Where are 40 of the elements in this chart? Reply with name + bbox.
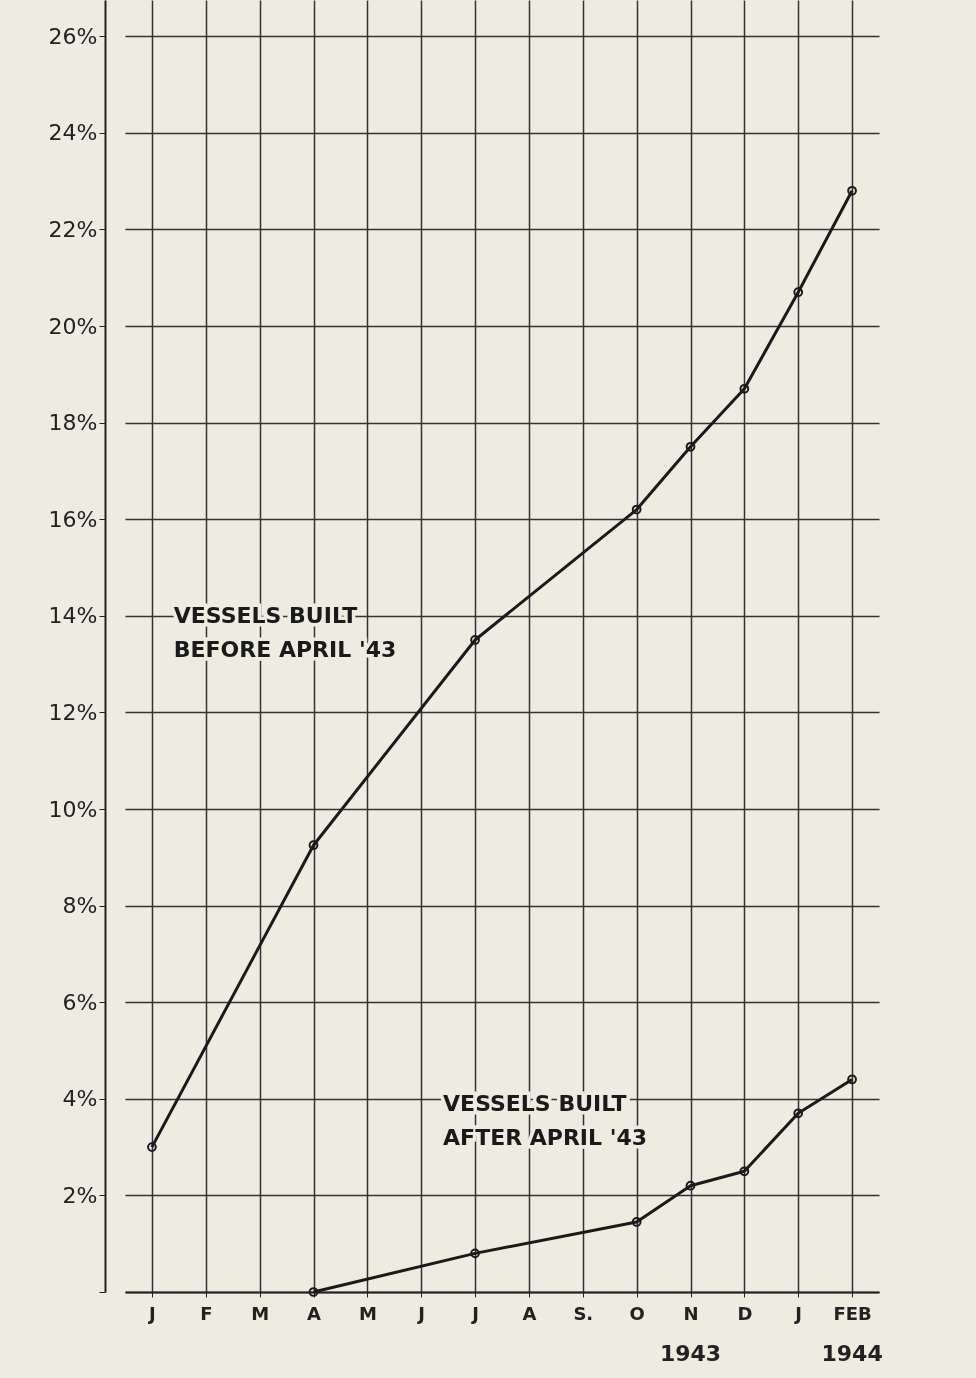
x-tick-label: A <box>522 1302 537 1324</box>
point <box>631 1217 642 1227</box>
point <box>470 635 480 645</box>
y-tick-label: 8% <box>62 893 98 919</box>
y-tick-label: 4% <box>62 1086 98 1112</box>
point <box>470 1248 480 1259</box>
point <box>631 504 642 515</box>
x-tick-label: A <box>307 1302 322 1324</box>
point <box>739 1166 750 1177</box>
x-tick-label: S. <box>573 1302 594 1324</box>
x-tick-label: N <box>683 1302 699 1324</box>
y-tick-label: 12% <box>48 699 98 725</box>
y-tick-label: 6% <box>62 989 98 1015</box>
x-tick-label: J <box>470 1302 479 1324</box>
text: 1944 <box>821 1341 883 1366</box>
y-tick-label: 26% <box>48 23 98 49</box>
y-tick-label: 18% <box>48 410 98 436</box>
x-tick-label: M <box>358 1302 377 1324</box>
point <box>793 287 804 298</box>
y-tick-label: 16% <box>48 506 98 532</box>
y-tick-label: 20% <box>48 313 98 339</box>
x-tick-label: F <box>200 1302 213 1324</box>
x-tick-label: O <box>629 1302 645 1324</box>
y-tick-label: 24% <box>48 120 98 146</box>
point <box>685 1180 696 1191</box>
point <box>793 1108 804 1119</box>
x-tick-label: J <box>793 1302 803 1324</box>
point <box>308 840 319 851</box>
x-tick-label: J <box>416 1302 426 1324</box>
text: 1943 <box>659 1341 722 1366</box>
y-tick-label: 2% <box>62 1182 98 1208</box>
y-tick-label: 22% <box>48 216 98 242</box>
x-tick-label: J <box>147 1302 156 1324</box>
x-tick-label: FEB <box>833 1302 872 1324</box>
x-tick-label: M <box>251 1302 270 1324</box>
y-tick-label: 10% <box>48 796 98 822</box>
x-tick-label: D <box>737 1302 753 1324</box>
y-tick-label: 14% <box>48 603 98 629</box>
point <box>739 383 750 394</box>
point <box>685 441 696 452</box>
